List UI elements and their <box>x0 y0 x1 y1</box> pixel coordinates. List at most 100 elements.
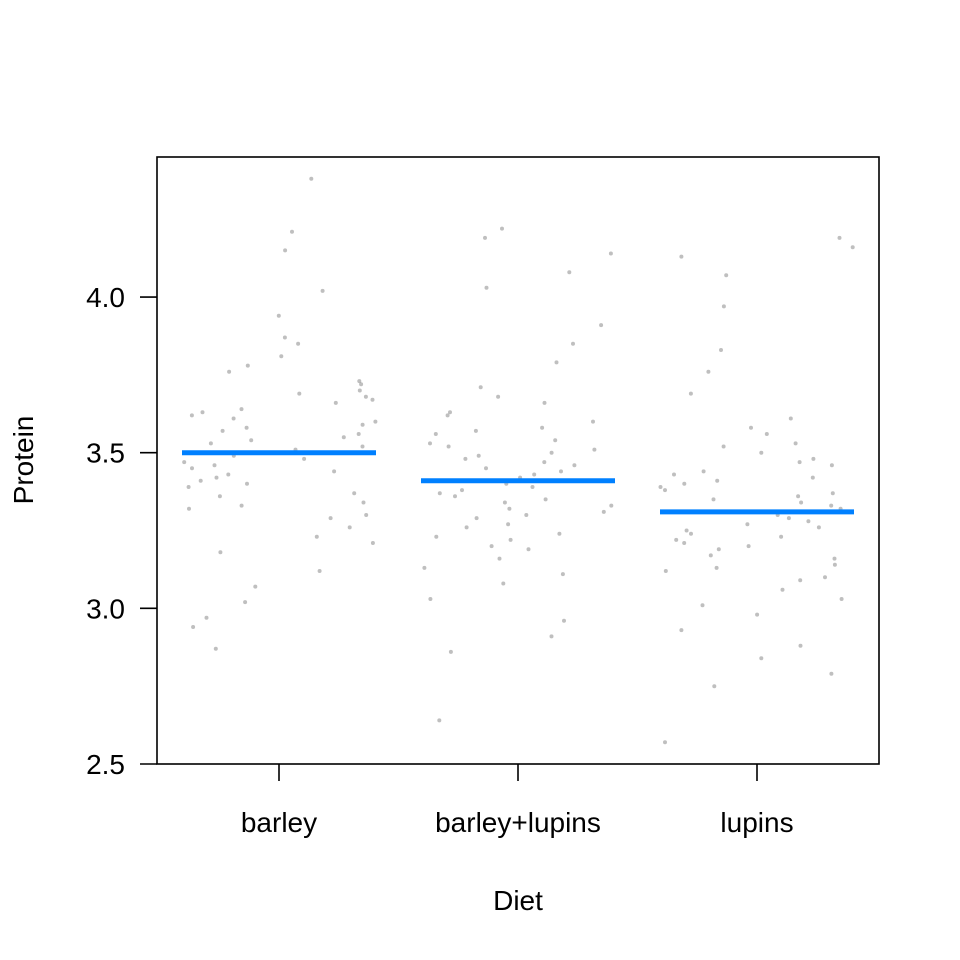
data-point-barley-lupins <box>560 572 565 577</box>
data-point-lupins <box>829 463 834 468</box>
data-point-lupins <box>823 575 827 580</box>
data-point-barley-lupins <box>572 463 577 468</box>
data-point-lupins <box>759 656 764 661</box>
data-point-lupins <box>721 304 726 309</box>
data-point-barley-lupins <box>448 410 452 415</box>
data-point-barley <box>220 428 225 433</box>
data-point-lupins <box>755 612 760 617</box>
data-point-barley <box>243 600 248 605</box>
data-point-barley-lupins <box>592 447 597 452</box>
data-point-lupins <box>700 603 705 608</box>
data-point-barley-lupins <box>542 400 547 405</box>
points-layer <box>182 176 855 745</box>
data-point-barley-lupins <box>567 270 572 275</box>
data-point-barley <box>182 460 187 465</box>
mean-lines-layer <box>182 450 854 515</box>
data-point-barley <box>317 569 322 573</box>
data-point-barley <box>296 341 301 346</box>
data-point-lupins <box>708 553 713 558</box>
data-point-barley-lupins <box>445 413 450 418</box>
data-point-barley-lupins <box>489 544 494 549</box>
data-point-barley-lupins <box>434 534 439 539</box>
data-point-barley-lupins <box>502 500 507 505</box>
data-point-barley <box>360 422 365 427</box>
data-point-barley <box>341 435 346 440</box>
data-point-lupins <box>799 500 804 505</box>
data-point-lupins <box>682 481 687 486</box>
data-point-barley <box>302 456 307 461</box>
data-point-lupins <box>684 528 689 533</box>
data-point-lupins <box>832 556 837 561</box>
data-point-barley-lupins <box>508 537 513 542</box>
y-tick-label: 2.5 <box>86 749 125 780</box>
data-point-barley-lupins <box>530 485 535 489</box>
data-point-barley-lupins <box>507 506 512 511</box>
data-point-barley <box>357 388 362 393</box>
data-point-barley-lupins <box>437 491 442 496</box>
data-point-barley <box>290 229 294 234</box>
data-point-lupins <box>746 544 751 549</box>
data-point-barley <box>253 584 258 589</box>
data-point-barley <box>320 288 325 293</box>
data-point-lupins <box>745 522 750 527</box>
data-point-lupins <box>793 441 798 446</box>
data-point-barley <box>363 394 368 399</box>
data-point-barley-lupins <box>474 516 479 521</box>
y-axis: 2.5 3.0 3.5 4.0 <box>86 282 157 780</box>
data-point-barley-lupins <box>476 453 481 458</box>
data-point-lupins <box>663 740 667 745</box>
data-point-barley-lupins <box>453 494 457 499</box>
data-point-barley-lupins <box>428 597 433 601</box>
data-point-barley-lupins <box>501 581 506 586</box>
data-point-barley-lupins <box>571 341 575 346</box>
data-point-barley <box>245 363 250 368</box>
data-point-lupins <box>780 587 785 592</box>
data-point-lupins <box>764 432 769 436</box>
data-point-barley <box>357 379 362 384</box>
data-point-barley-lupins <box>437 718 442 723</box>
data-point-barley <box>187 506 191 511</box>
data-point-barley-lupins <box>591 419 595 424</box>
data-point-lupins <box>796 494 801 499</box>
data-point-barley <box>244 425 249 430</box>
data-point-barley-lupins <box>562 618 566 623</box>
data-point-barley-lupins <box>540 425 545 430</box>
data-point-lupins <box>811 456 816 461</box>
data-point-lupins <box>663 569 668 573</box>
data-point-barley <box>218 550 223 555</box>
data-point-barley <box>364 513 369 517</box>
data-point-barley <box>309 176 314 181</box>
data-point-barley-lupins <box>433 432 438 436</box>
data-point-barley-lupins <box>543 497 548 502</box>
data-point-lupins <box>721 444 726 449</box>
data-point-barley <box>190 466 194 471</box>
data-point-barley <box>239 407 244 412</box>
data-point-barley <box>370 541 375 545</box>
data-point-barley-lupins <box>526 547 531 552</box>
data-point-lupins <box>829 503 834 508</box>
data-point-lupins <box>658 485 663 489</box>
data-point-lupins <box>837 235 842 240</box>
data-point-barley <box>333 400 338 405</box>
data-point-barley-lupins <box>484 466 488 471</box>
data-point-barley <box>212 463 217 468</box>
data-point-barley-lupins <box>497 556 502 561</box>
data-point-lupins <box>714 565 719 570</box>
y-tick-label: 3.5 <box>86 438 125 469</box>
data-point-barley-lupins <box>496 394 501 399</box>
data-point-lupins <box>810 475 815 480</box>
data-point-barley-lupins <box>554 360 559 365</box>
data-point-lupins <box>798 578 803 583</box>
data-point-barley <box>332 469 337 474</box>
data-point-barley-lupins <box>460 488 464 493</box>
data-point-lupins <box>716 547 721 552</box>
data-point-barley-lupins <box>506 522 511 527</box>
data-point-barley-lupins <box>553 438 558 443</box>
data-point-lupins <box>711 497 716 502</box>
data-point-lupins <box>797 460 802 465</box>
data-point-barley-lupins <box>524 513 529 517</box>
y-axis-label: Protein <box>8 416 39 505</box>
data-point-barley <box>361 500 366 505</box>
data-point-lupins <box>830 491 835 496</box>
data-point-barley <box>226 472 231 477</box>
